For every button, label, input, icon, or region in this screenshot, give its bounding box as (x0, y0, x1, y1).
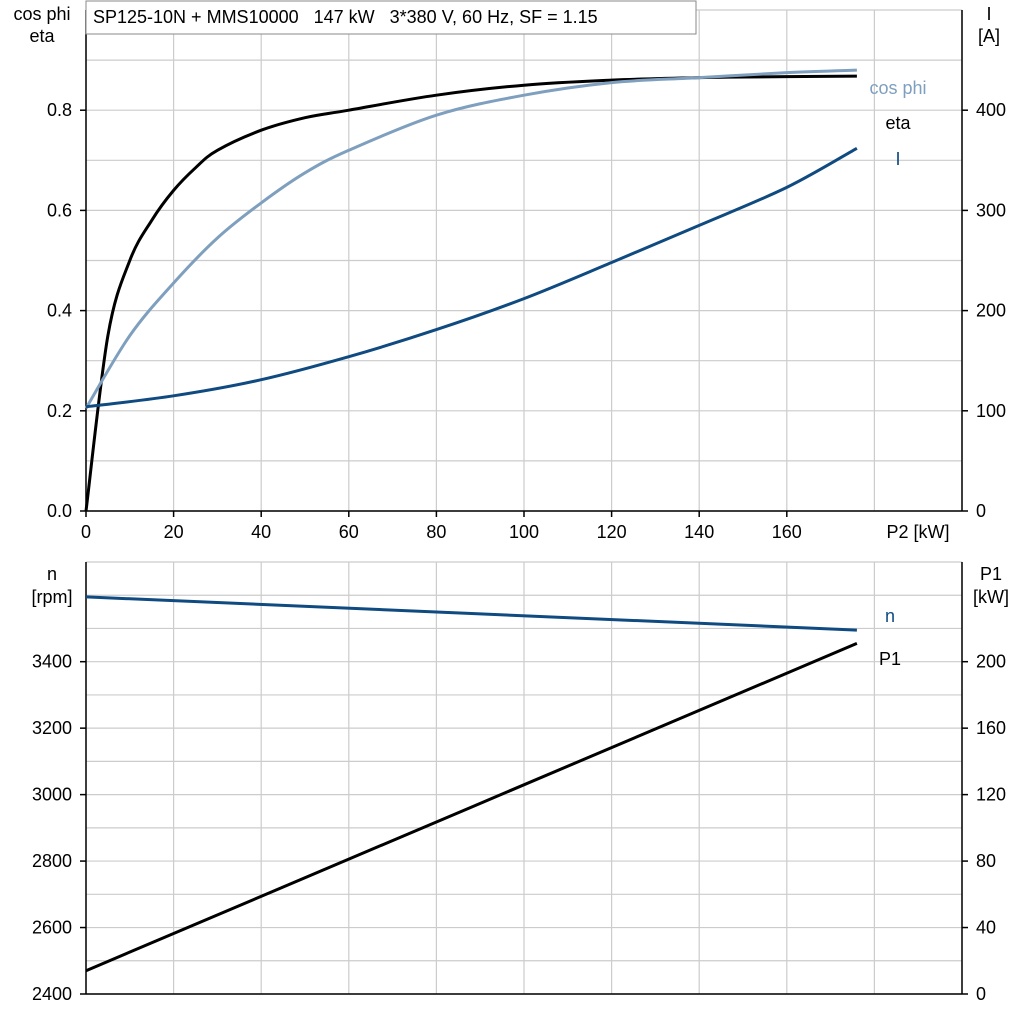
bottom-right-tick-label: 80 (976, 851, 996, 871)
top-left-axis-title-line2: eta (29, 26, 55, 46)
top-left-tick-label: 0.2 (47, 401, 72, 421)
bottom-right-tick-label: 160 (976, 718, 1006, 738)
bottom-left-axis-title-line1: n (47, 564, 57, 584)
bottom-chart-series (85, 595, 858, 973)
top-x-tick-label: 160 (772, 522, 802, 542)
top-series-cos-phi-line (84, 68, 857, 410)
bottom-series-p1-label: P1 (879, 649, 901, 669)
bottom-right-tick-label: 0 (976, 984, 986, 1004)
top-left-tick-label: 0.0 (47, 501, 72, 521)
top-left-tick-label: 0.6 (47, 200, 72, 220)
bottom-left-tick-label: 3000 (32, 785, 72, 805)
title-box (85, 0, 697, 35)
top-right-axis-title-line2: [A] (978, 26, 1000, 46)
bottom-left-tick-label: 2400 (32, 984, 72, 1004)
top-left-tick-label: 0.4 (47, 301, 72, 321)
top-right-axis-title-line1: I (986, 4, 991, 24)
top-x-tick-label: 0 (81, 522, 91, 542)
top-x-tick-label: 80 (426, 522, 446, 542)
bottom-left-tick-label: 3200 (32, 718, 72, 738)
top-x-tick-label: 40 (251, 522, 271, 542)
bottom-series-n-line (85, 595, 857, 632)
top-left-axis-title-line1: cos phi (13, 4, 70, 24)
top-x-tick-label: 20 (164, 522, 184, 542)
bottom-left-tick-label: 3400 (32, 652, 72, 672)
bottom-left-tick-label: 2600 (32, 918, 72, 938)
top-right-tick-label: 100 (976, 401, 1006, 421)
top-x-tick-label: 120 (597, 522, 627, 542)
top-x-tick-label: 60 (339, 522, 359, 542)
top-chart-series (84, 68, 858, 512)
top-right-tick-label: 200 (976, 301, 1006, 321)
top-x-axis-title: P2 [kW] (886, 522, 949, 542)
top-series-cos-phi-label: cos phi (869, 78, 926, 98)
top-left-tick-label: 0.8 (47, 100, 72, 120)
top-right-tick-label: 300 (976, 200, 1006, 220)
bottom-right-axis-title-line2: [kW] (973, 587, 1009, 607)
top-series-i-line (85, 146, 858, 409)
bottom-right-tick-label: 120 (976, 785, 1006, 805)
top-right-tick-label: 0 (976, 501, 986, 521)
top-series-i-label: I (895, 149, 900, 169)
bottom-right-tick-label: 40 (976, 918, 996, 938)
top-right-tick-label: 400 (976, 100, 1006, 120)
chart-title: SP125-10N + MMS10000 147 kW 3*380 V, 60 … (93, 7, 598, 27)
top-x-tick-label: 100 (509, 522, 539, 542)
top-series-eta-label: eta (885, 113, 911, 133)
bottom-right-axis-title-line1: P1 (980, 564, 1002, 584)
bottom-left-tick-label: 2800 (32, 851, 72, 871)
bottom-right-tick-label: 200 (976, 652, 1006, 672)
top-x-tick-label: 140 (684, 522, 714, 542)
bottom-chart-grid (85, 561, 963, 995)
bottom-series-p1-line (85, 642, 858, 973)
bottom-left-axis-title-line2: [rpm] (31, 587, 72, 607)
bottom-series-n-label: n (885, 606, 895, 626)
top-series-eta-line (84, 74, 857, 512)
